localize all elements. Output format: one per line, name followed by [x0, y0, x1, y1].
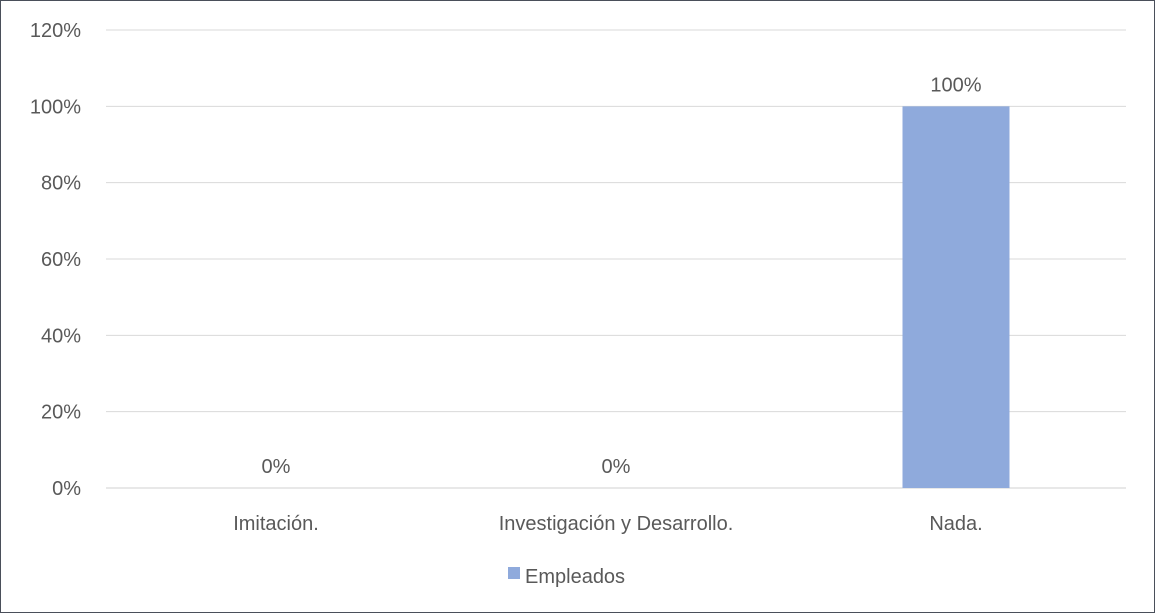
y-axis-ticks: 0% 20% 40% 60% 80% 100% 120% [30, 20, 81, 500]
legend-label: Empleados [525, 566, 625, 588]
x-axis-ticks: Imitación. Investigación y Desarrollo. Nad… [233, 513, 982, 535]
data-labels: 0% 0% 100% [262, 74, 982, 478]
gridlines [106, 29, 1126, 489]
data-label: 0% [602, 456, 631, 478]
y-tick-label: 100% [30, 96, 81, 118]
y-tick-label: 60% [41, 249, 81, 271]
bars [902, 106, 1010, 488]
legend: Empleados [508, 566, 625, 588]
data-label: 100% [930, 74, 981, 96]
y-tick-label: 40% [41, 325, 81, 347]
legend-swatch [508, 567, 520, 579]
bar [902, 106, 1010, 488]
y-tick-label: 80% [41, 173, 81, 195]
x-tick-label: Imitación. [233, 513, 319, 535]
x-tick-label: Nada. [929, 513, 982, 535]
data-label: 0% [262, 456, 291, 478]
x-tick-label: Investigación y Desarrollo. [499, 513, 734, 535]
y-tick-label: 0% [52, 478, 81, 500]
y-tick-label: 20% [41, 402, 81, 424]
y-tick-label: 120% [30, 20, 81, 42]
